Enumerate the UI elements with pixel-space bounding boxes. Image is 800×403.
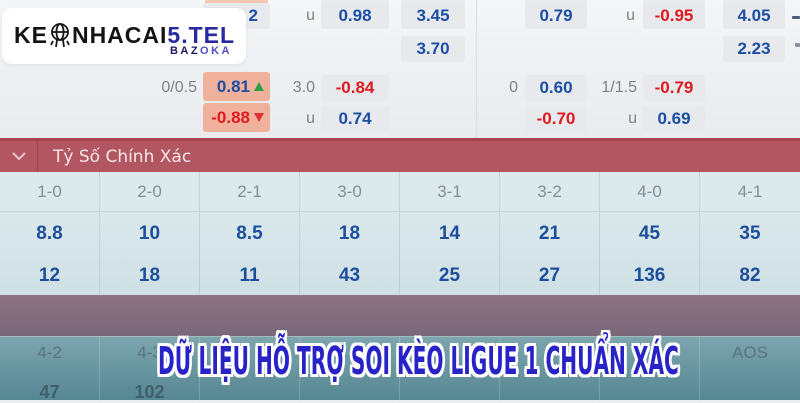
score-odds-cell[interactable]: 8.8 <box>0 212 100 255</box>
score-column-header <box>200 337 300 368</box>
under-label: u <box>306 110 315 127</box>
line-label: 1/1.5 <box>601 79 637 96</box>
odds-box[interactable]: 0.69 <box>643 106 705 132</box>
score-odds-cell[interactable] <box>700 368 800 403</box>
score-odds-cell[interactable]: 45 <box>600 212 700 255</box>
score-column-header: 2-0 <box>100 172 200 211</box>
odds-box[interactable]: 0.60 <box>525 75 587 101</box>
site-logo[interactable]: KE NHACAI 5.TEL BAZOKA <box>2 8 246 64</box>
score-column-header: 3-1 <box>400 172 500 211</box>
odds-box[interactable]: 2.23 <box>723 36 785 62</box>
odds-box[interactable]: 0.79 <box>525 3 587 29</box>
score-header-row: 1-0 2-0 2-1 3-0 3-1 3-2 4-0 4-1 <box>0 172 800 212</box>
collapse-toggle[interactable] <box>0 141 38 172</box>
score-odds-cell[interactable]: 8.5 <box>200 212 300 255</box>
score-odds-cell[interactable]: 47 <box>0 368 100 403</box>
score-odds-row: 8.8 10 8.5 18 14 21 45 35 <box>0 212 800 255</box>
cutoff-odds-box <box>525 0 587 5</box>
logo-tagline: BAZOKA <box>170 45 232 57</box>
score-header-row: 4-2 4-3 4-4 AOS <box>0 337 800 368</box>
odds-box[interactable]: 3.45 <box>401 3 465 29</box>
score-odds-cell[interactable]: 82 <box>739 264 761 286</box>
score-odds-cell[interactable]: 25 <box>400 255 500 296</box>
score-odds-cell[interactable]: 35 <box>739 222 761 244</box>
score-odds-cell[interactable] <box>300 368 400 403</box>
section-title: Tỷ Số Chính Xác <box>53 146 192 167</box>
odds-box[interactable]: 0.74 <box>321 106 389 132</box>
score-odds-cell[interactable] <box>500 368 600 403</box>
score-column-header <box>400 337 500 368</box>
cutoff-odds-box <box>643 0 705 5</box>
score-odds-cell[interactable]: 12 <box>0 255 100 296</box>
odds-value: 0.81 <box>216 76 250 96</box>
odds-box[interactable]: -0.70 <box>525 106 587 132</box>
odds-box[interactable]: -0.95 <box>643 3 705 29</box>
score-odds-cell[interactable]: 27 <box>500 255 600 296</box>
logo-domain-text: 5.TEL <box>167 21 236 48</box>
score-column-header: 1-0 <box>0 172 100 211</box>
down-arrow-icon <box>254 113 264 122</box>
tagline-text: OKA <box>200 45 232 57</box>
score-odds-cell[interactable]: 18 <box>100 255 200 296</box>
tagline-text: BAZ <box>169 45 201 57</box>
score-odds-row: 47 102 <box>0 368 800 403</box>
score-odds-cell[interactable]: 10 <box>100 212 200 255</box>
score-column-header <box>500 337 600 368</box>
score-column-header: 3-0 <box>300 172 400 211</box>
odds-box[interactable]: 3.70 <box>401 36 465 62</box>
score-odds-cell[interactable] <box>400 368 500 403</box>
handicap-label: 0/0.5 <box>161 79 197 96</box>
score-column-header: 4-1 <box>737 181 763 201</box>
score-column-header: 2-1 <box>200 172 300 211</box>
under-label: u <box>628 110 637 127</box>
under-label: u <box>306 7 315 24</box>
odds-box-highlighted[interactable]: -0.88 <box>203 103 270 132</box>
correct-score-table-lower: 4-2 4-3 4-4 AOS 47 102 <box>0 336 800 403</box>
promo-banner-text: DỮ LIỆU HỖ TRỢ SOI KÈO LIGUE 1 CHUẨN XÁC <box>158 339 679 383</box>
score-column-header: 4-4 <box>600 337 700 368</box>
cutoff-odds-box <box>723 0 785 5</box>
section-header-correct-score: Tỷ Số Chính Xác <box>0 138 800 172</box>
handicap-label: 0 <box>509 79 518 96</box>
correct-score-table: 1-0 2-0 2-1 3-0 3-1 3-2 4-0 4-1 8.8 10 8… <box>0 172 800 296</box>
chevron-down-icon <box>11 152 26 161</box>
odds-box[interactable]: -0.84 <box>321 75 389 101</box>
globe-mascot-icon <box>50 23 70 48</box>
logo-wordmark: KE NHACAI 5.TEL <box>14 21 235 49</box>
odds-box[interactable]: 4.05 <box>723 3 785 29</box>
dimmed-section-bar <box>0 295 800 336</box>
up-arrow-icon <box>254 82 264 91</box>
score-odds-cell[interactable] <box>200 368 300 403</box>
score-column-header: 3-2 <box>500 172 600 211</box>
score-odds-row: 12 18 11 43 25 27 136 82 <box>0 255 800 296</box>
score-odds-cell[interactable]: 21 <box>500 212 600 255</box>
cutoff-odds-box <box>321 0 389 5</box>
score-odds-cell[interactable]: 136 <box>600 255 700 296</box>
under-label: u <box>626 7 635 24</box>
score-odds-cell[interactable]: 18 <box>300 212 400 255</box>
line-label: 3.0 <box>292 79 315 96</box>
odds-panel-divider <box>476 0 477 138</box>
score-odds-cell[interactable]: 11 <box>200 255 300 296</box>
logo-text: KE <box>14 21 48 48</box>
clipped-content-fragment <box>795 43 800 47</box>
score-odds-cell[interactable]: 43 <box>300 255 400 296</box>
cutoff-odds-box <box>401 0 465 5</box>
score-column-header <box>300 337 400 368</box>
score-odds-cell[interactable]: 102 <box>100 368 200 403</box>
score-column-header: 4-3 <box>100 337 200 368</box>
odds-box[interactable]: -0.79 <box>643 75 705 101</box>
cutoff-odds-box <box>205 0 268 5</box>
score-column-header: AOS <box>732 342 768 362</box>
odds-value: -0.88 <box>211 107 250 127</box>
odds-box[interactable]: 0.98 <box>321 3 389 29</box>
score-column-header: 4-0 <box>600 172 700 211</box>
odds-box-highlighted[interactable]: 0.81 <box>203 72 270 101</box>
score-column-header: 4-2 <box>0 337 100 368</box>
score-odds-cell[interactable] <box>600 368 700 403</box>
clipped-content-fragment <box>792 16 800 19</box>
odds-panel: 2 u 0.98 3.45 3.70 0.79 u -0.95 4.05 2.2… <box>0 0 800 138</box>
score-odds-cell[interactable]: 14 <box>400 212 500 255</box>
logo-text: NHACAI <box>71 21 168 48</box>
